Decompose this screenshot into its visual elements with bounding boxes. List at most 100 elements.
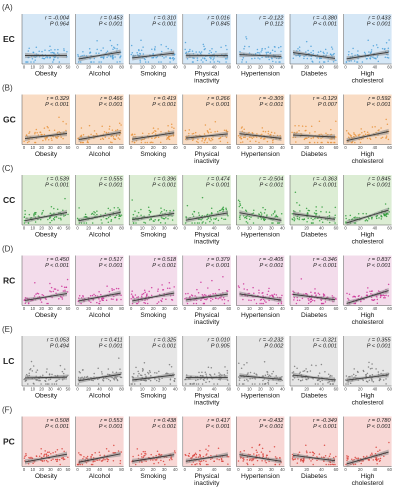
data-point [120,55,122,57]
data-point [45,371,48,373]
x-tick-label: 20 [197,387,202,392]
x-tick-label: 60 [334,306,339,311]
factor-label-line: High [361,71,375,78]
regression-line-lc-2 [132,374,175,381]
data-point [197,456,200,458]
data-point [379,457,382,460]
data-point [225,207,227,210]
data-point [32,382,35,385]
data-point [369,137,371,139]
data-point [197,141,199,144]
data-point [46,368,48,370]
x-tick-label: 0 [23,387,26,392]
data-point [269,450,271,453]
r-value-lc-2: r = 0.325 [154,338,177,344]
data-point [55,380,57,383]
factor-label-ec-2: Smoking [140,71,166,78]
data-point [140,208,142,211]
data-point [214,218,217,221]
data-point [59,364,62,367]
data-point [222,460,224,462]
x-tick-label: 20 [358,145,363,150]
factor-label-cc-6: High cholesterol [352,232,384,246]
r-value-cc-0: r = 0.539 [47,177,69,183]
data-point [106,218,108,220]
data-point [101,125,103,128]
data-point [44,450,46,452]
data-point [144,222,147,224]
data-point [184,48,186,51]
x-tick-label: 40 [212,226,217,231]
data-point [195,51,197,53]
x-tick-label: 0 [23,226,26,231]
data-point [157,128,159,130]
data-point [27,383,29,385]
regression-line-gc-4 [239,133,282,139]
data-point [39,218,42,221]
data-point [355,457,357,460]
p-value-cc-0: P < 0.001 [45,183,69,189]
data-point [80,127,83,129]
factor-label-rc-5: Diabetes [301,312,328,319]
data-point [137,375,139,377]
data-point [312,218,314,221]
data-point [156,302,158,305]
data-point [385,135,388,137]
data-point [305,137,307,139]
data-point [223,129,226,131]
data-point [197,383,200,385]
data-point [130,53,133,56]
data-point [93,61,95,63]
data-point [210,51,213,54]
factor-label-gc-6: High cholesterol [352,151,384,165]
data-point [184,298,186,300]
data-point [291,372,294,374]
data-point [317,374,320,377]
data-point [171,299,174,301]
x-tick-label: 30 [162,467,167,472]
data-point [116,61,118,63]
data-point [365,218,368,221]
data-point [302,218,305,221]
data-point [349,382,352,384]
data-point [272,60,274,63]
x-tick-label: 10 [140,65,145,70]
regression-line-cc-0 [24,211,68,222]
data-point [199,454,202,457]
data-point [211,279,213,282]
data-point [95,132,98,135]
data-point [251,131,254,134]
data-point [299,371,301,373]
data-point [306,370,309,373]
factor-label-lc-4: Hypertension [241,393,280,400]
x-tick-label: 40 [57,145,62,150]
data-point [297,47,299,50]
data-point [53,383,56,385]
data-point [102,47,104,49]
data-point [345,217,347,220]
x-tick-label: 10 [140,226,145,231]
data-point [312,222,314,224]
data-point [313,452,316,455]
data-point [264,374,267,376]
data-point [237,376,240,378]
data-point [137,296,140,298]
data-point [318,453,321,455]
data-point [166,136,169,139]
data-point [27,50,30,52]
data-point [64,197,66,200]
data-point [140,141,143,144]
data-point [101,373,103,375]
data-point [383,214,386,217]
data-point [142,450,145,453]
data-point [271,57,273,60]
data-point [313,212,316,214]
data-point [168,363,171,366]
data-point [133,141,136,144]
data-point [267,383,270,385]
factor-label-gc-3: Physical inactivity [194,151,220,165]
data-point [60,219,62,221]
x-tick-label: 20 [258,387,263,392]
regression-line-lc-5 [292,374,336,381]
data-point [385,378,387,380]
